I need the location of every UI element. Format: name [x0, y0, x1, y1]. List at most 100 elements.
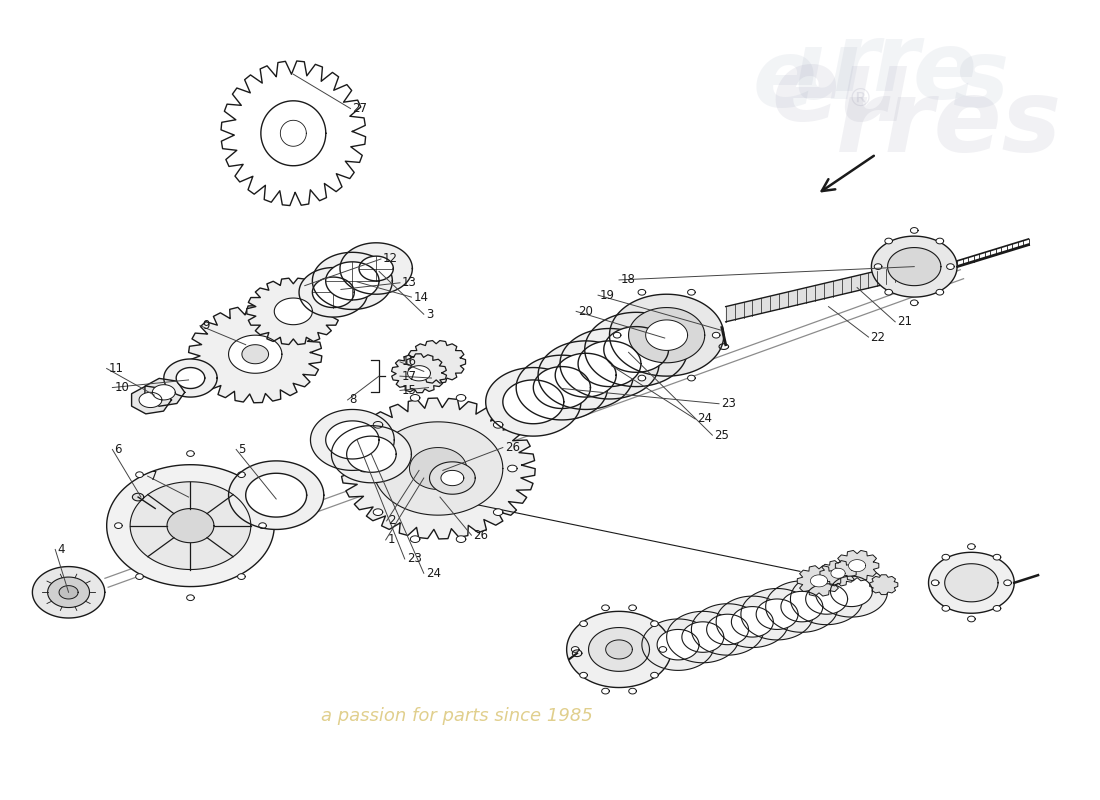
- Polygon shape: [310, 410, 394, 470]
- Text: u: u: [792, 27, 859, 119]
- Text: 25: 25: [714, 429, 729, 442]
- Text: 24: 24: [697, 413, 712, 426]
- Text: eu: eu: [771, 45, 911, 142]
- Text: s: s: [953, 34, 1009, 126]
- Polygon shape: [756, 599, 799, 630]
- Polygon shape: [830, 568, 845, 578]
- Text: 23: 23: [407, 553, 421, 566]
- Polygon shape: [741, 589, 813, 640]
- Polygon shape: [942, 606, 949, 611]
- Polygon shape: [571, 646, 579, 652]
- Polygon shape: [657, 630, 698, 660]
- Polygon shape: [638, 375, 646, 381]
- Polygon shape: [340, 242, 412, 294]
- Text: 14: 14: [414, 290, 428, 303]
- Polygon shape: [629, 605, 637, 610]
- Polygon shape: [507, 465, 517, 472]
- Polygon shape: [602, 605, 609, 610]
- Polygon shape: [534, 366, 591, 409]
- Polygon shape: [503, 380, 564, 424]
- Polygon shape: [811, 575, 827, 587]
- Polygon shape: [688, 290, 695, 295]
- Polygon shape: [145, 378, 185, 406]
- Polygon shape: [692, 604, 763, 655]
- Polygon shape: [114, 522, 122, 529]
- Polygon shape: [968, 616, 976, 622]
- Polygon shape: [651, 621, 658, 626]
- Polygon shape: [1004, 580, 1011, 586]
- Polygon shape: [716, 596, 789, 647]
- Polygon shape: [341, 398, 536, 539]
- Polygon shape: [331, 426, 411, 482]
- Polygon shape: [579, 341, 641, 386]
- Polygon shape: [408, 366, 430, 381]
- Polygon shape: [229, 461, 323, 530]
- Text: r: r: [833, 19, 879, 111]
- Polygon shape: [132, 386, 172, 414]
- Polygon shape: [659, 646, 667, 652]
- Polygon shape: [815, 566, 888, 617]
- Polygon shape: [682, 622, 724, 652]
- Polygon shape: [494, 509, 503, 515]
- Text: 4: 4: [57, 543, 65, 556]
- Polygon shape: [884, 238, 892, 244]
- Polygon shape: [932, 580, 939, 586]
- Polygon shape: [805, 584, 848, 614]
- Polygon shape: [164, 359, 217, 397]
- Text: e: e: [752, 34, 816, 126]
- Polygon shape: [628, 307, 705, 362]
- Polygon shape: [245, 474, 307, 517]
- Text: e: e: [912, 27, 977, 119]
- Polygon shape: [928, 552, 1014, 614]
- Text: 22: 22: [870, 330, 886, 343]
- Polygon shape: [560, 329, 659, 399]
- Polygon shape: [135, 472, 143, 478]
- Polygon shape: [258, 522, 266, 529]
- Polygon shape: [410, 394, 420, 401]
- Polygon shape: [936, 238, 944, 244]
- Polygon shape: [911, 227, 918, 234]
- Text: 10: 10: [114, 381, 129, 394]
- Polygon shape: [993, 606, 1001, 611]
- Polygon shape: [187, 595, 195, 601]
- Polygon shape: [993, 554, 1001, 560]
- Polygon shape: [516, 355, 607, 420]
- Polygon shape: [407, 341, 465, 383]
- Polygon shape: [651, 672, 658, 678]
- Polygon shape: [359, 256, 394, 281]
- Polygon shape: [359, 465, 369, 472]
- Polygon shape: [494, 422, 503, 428]
- Polygon shape: [870, 574, 898, 594]
- Polygon shape: [429, 462, 475, 494]
- Polygon shape: [820, 561, 856, 586]
- Polygon shape: [791, 574, 862, 625]
- Polygon shape: [732, 606, 773, 637]
- Polygon shape: [580, 672, 587, 678]
- Text: 11: 11: [109, 362, 123, 375]
- Polygon shape: [766, 581, 838, 632]
- Text: 13: 13: [402, 276, 417, 290]
- Text: 5: 5: [238, 443, 245, 456]
- Polygon shape: [238, 472, 245, 478]
- Polygon shape: [139, 392, 162, 407]
- Polygon shape: [107, 465, 274, 586]
- Polygon shape: [688, 375, 695, 381]
- Polygon shape: [888, 247, 940, 286]
- Polygon shape: [326, 262, 379, 300]
- Polygon shape: [326, 421, 379, 459]
- Polygon shape: [32, 566, 105, 618]
- Polygon shape: [187, 450, 195, 457]
- Polygon shape: [968, 544, 976, 550]
- Polygon shape: [835, 550, 879, 581]
- Polygon shape: [176, 367, 205, 389]
- Text: 20: 20: [579, 305, 593, 318]
- Polygon shape: [604, 326, 669, 372]
- Polygon shape: [580, 621, 587, 626]
- Polygon shape: [726, 266, 895, 322]
- Polygon shape: [638, 290, 646, 295]
- Polygon shape: [373, 422, 503, 515]
- Polygon shape: [373, 422, 383, 428]
- Polygon shape: [441, 470, 464, 486]
- Polygon shape: [942, 554, 949, 560]
- Text: 19: 19: [600, 289, 615, 302]
